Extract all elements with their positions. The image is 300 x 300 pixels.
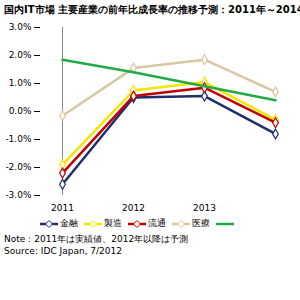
html-text:Source: IDC Japan, 7/2012: Source: IDC Japan, 7/2012: [4, 246, 122, 256]
html-text:流通: 流通: [148, 218, 166, 228]
svg-text:-1.0%: -1.0%: [5, 134, 32, 144]
html-text:金融: 金融: [60, 218, 78, 228]
svg-text:3.0%: 3.0%: [9, 22, 32, 32]
svg-text:2013: 2013: [193, 203, 216, 213]
html-text:Note：2011年は実績値、2012年以降は予測: Note：2011年は実績値、2012年以降は予測: [4, 234, 189, 244]
svg-text:-2.0%: -2.0%: [5, 162, 32, 172]
svg-text:2011: 2011: [51, 203, 74, 213]
svg-text:0.0%: 0.0%: [9, 106, 32, 116]
svg-text:2012: 2012: [122, 203, 145, 213]
html-text:製造: 製造: [104, 218, 122, 228]
svg-text:1.0%: 1.0%: [9, 78, 32, 88]
svg-text:-3.0%: -3.0%: [5, 190, 32, 200]
svg-text:2.0%: 2.0%: [9, 50, 32, 60]
html-text:医療: 医療: [192, 218, 210, 228]
